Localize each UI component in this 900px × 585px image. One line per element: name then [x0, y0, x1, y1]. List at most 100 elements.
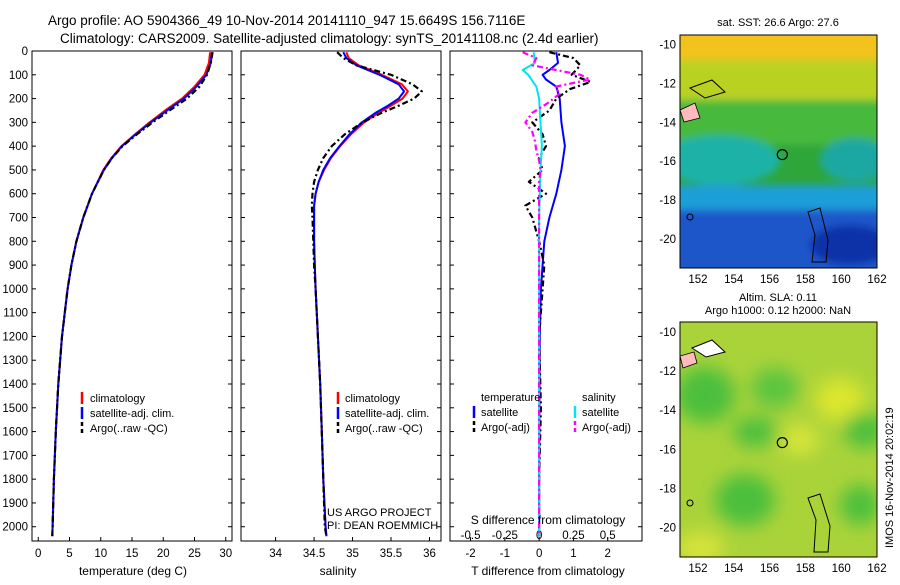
map-y-tick-label: -18 — [659, 195, 676, 207]
map-x-tick-label: 162 — [867, 274, 886, 286]
map-y-tick-label: -14 — [659, 405, 676, 417]
difference-series-s-argo-adj — [522, 51, 592, 537]
difference-series-t-satellite — [538, 52, 566, 537]
salinity-series-argo-raw-qc — [310, 51, 423, 537]
title-line-1: Argo profile: AO 5904366_49 10-Nov-2014 … — [48, 13, 525, 28]
sla-map: Altim. SLA: 0.11 Argo h1000: 0.12 h2000:… — [679, 292, 878, 558]
x-tick-label: 34.5 — [303, 548, 325, 560]
y-tick-label: 300 — [9, 117, 28, 129]
y-tick-label: 1600 — [2, 427, 28, 439]
sst-argo-location-marker — [776, 149, 788, 161]
x-top-tick-label: -0.5 — [461, 530, 481, 542]
map-x-tick-label: 154 — [724, 563, 744, 575]
map-x-tick-label: 160 — [832, 563, 851, 575]
sst-map-frame — [679, 34, 878, 269]
map-y-tick-label: -16 — [659, 156, 676, 168]
map-y-tick-label: -12 — [659, 366, 676, 378]
salinity-series-climatology — [313, 51, 409, 537]
x-tick-label: 35.5 — [380, 548, 402, 560]
map-y-tick-label: -10 — [659, 327, 676, 339]
legend-head-temperature: temperature — [481, 392, 540, 404]
difference-panel-frame — [449, 50, 643, 542]
y-tick-label: 1100 — [3, 308, 28, 320]
sla-map-title-2: Argo h1000: 0.12 h2000: NaN — [705, 305, 851, 317]
x-tick-label: 36 — [423, 548, 436, 560]
x-top-tick-label: 0.25 — [562, 530, 584, 542]
x-tick-label: 0 — [35, 548, 41, 560]
sst-map-title: sat. SST: 26.6 Argo: 27.6 — [717, 17, 839, 29]
x-tick-label: 30 — [219, 548, 232, 560]
x-tick-label: 25 — [188, 548, 201, 560]
x-tick-label: 0 — [536, 548, 542, 560]
legend-head-salinity: salinity — [582, 392, 616, 404]
salinity-series-satellite-adj-clim — [313, 51, 406, 537]
legend-label-satellite: satellite-adj. clim. — [90, 408, 174, 420]
sla-field — [680, 322, 877, 557]
y-tick-label: 1200 — [2, 331, 28, 343]
y-tick-label: 1400 — [2, 379, 28, 391]
temperature-series-satellite-adj-clim — [51, 52, 213, 537]
y-tick-label: 1300 — [2, 355, 28, 367]
legend-label-t-satellite: satellite — [481, 407, 518, 419]
salinity-panel-frame — [240, 50, 442, 542]
y-tick-label: 1700 — [2, 450, 28, 462]
salinity-legend: climatology satellite-adj. clim. Argo(..… — [336, 392, 429, 435]
title-line-2: Climatology: CARS2009. Satellite-adjuste… — [60, 31, 599, 46]
y-tick-label: 700 — [9, 213, 28, 225]
legend-label-argo: Argo(..raw -QC) — [90, 423, 168, 435]
y-tick-label: 500 — [9, 165, 28, 177]
temperature-panel-frame — [31, 50, 233, 542]
difference-top-xlabel: S difference from climatology — [471, 513, 626, 527]
map-y-tick-label: -20 — [659, 523, 676, 535]
y-tick-label: 400 — [9, 141, 28, 153]
sst-map: sat. SST: 26.6 Argo: 27.6 — [679, 17, 878, 269]
y-tick-label: 2000 — [2, 522, 28, 534]
temperature-xlabel: temperature (deg C) — [79, 564, 187, 578]
map-x-tick-label: 154 — [724, 274, 744, 286]
temperature-legend: climatology satellite-adj. clim. Argo(..… — [80, 392, 174, 435]
y-tick-label: 800 — [9, 236, 28, 248]
legend-label-s-satellite: satellite — [582, 407, 619, 419]
map-x-tick-label: 152 — [688, 563, 707, 575]
credit-line-1: US ARGO PROJECT — [327, 507, 432, 519]
sla-map-frame — [679, 321, 878, 558]
credit-line-2: PI: DEAN ROEMMICH — [327, 520, 438, 532]
imos-stamp: IMOS 16-Nov-2014 20:02:19 — [884, 407, 896, 548]
x-tick-label: 35 — [346, 548, 359, 560]
x-tick-label: -2 — [465, 548, 475, 560]
difference-series-t-argo-adj — [524, 51, 592, 537]
difference-legend: temperature salinity satellite Argo(-adj… — [472, 392, 631, 434]
temperature-series-climatology — [51, 52, 212, 537]
legend-label-satellite: satellite-adj. clim. — [345, 408, 429, 420]
map-x-tick-label: 158 — [796, 563, 815, 575]
salinity-xlabel: salinity — [320, 564, 357, 578]
x-tick-label: 1 — [570, 548, 576, 560]
x-tick-label: 5 — [66, 548, 72, 560]
axis-ticks: 0100200300400500600700800900100011001200… — [2, 40, 886, 575]
map-y-tick-label: -10 — [659, 40, 676, 52]
y-tick-label: 1800 — [2, 474, 28, 486]
y-tick-label: 900 — [9, 260, 28, 272]
sst-field — [680, 35, 877, 268]
y-tick-label: 1500 — [2, 403, 28, 415]
sla-argo-location-marker — [776, 437, 788, 449]
map-x-tick-label: 162 — [867, 563, 886, 575]
legend-label-climatology: climatology — [90, 393, 146, 405]
x-tick-label: 10 — [94, 548, 107, 560]
y-tick-label: 1900 — [2, 498, 28, 510]
y-tick-label: 1000 — [2, 284, 28, 296]
map-y-tick-label: -16 — [659, 444, 676, 456]
x-top-tick-label: 0.5 — [600, 530, 616, 542]
y-tick-label: 200 — [9, 94, 28, 106]
map-y-tick-label: -14 — [659, 117, 676, 129]
legend-label-s-argo: Argo(-adj) — [582, 422, 631, 434]
y-tick-label: 100 — [9, 70, 28, 82]
legend-label-argo: Argo(..raw -QC) — [345, 423, 423, 435]
x-tick-label: 2 — [605, 548, 611, 560]
map-y-tick-label: -12 — [659, 79, 676, 91]
map-y-tick-label: -20 — [659, 234, 676, 246]
map-y-tick-label: -18 — [659, 483, 676, 495]
map-x-tick-label: 156 — [760, 563, 779, 575]
